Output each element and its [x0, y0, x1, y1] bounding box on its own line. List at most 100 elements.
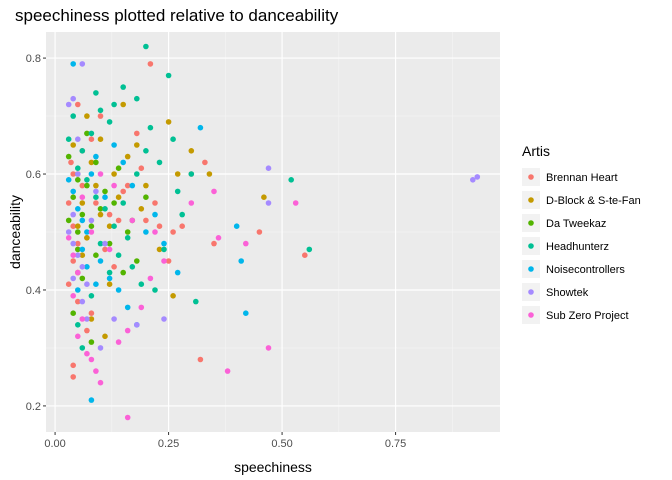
x-tick-label: 0.00: [44, 438, 65, 450]
data-point: [115, 287, 122, 293]
legend-label: Da Tweekaz: [546, 218, 606, 230]
data-point: [188, 171, 195, 177]
data-point: [97, 136, 104, 142]
data-point: [170, 136, 176, 142]
data-point: [79, 194, 86, 200]
data-point: [265, 200, 272, 206]
data-point: [79, 182, 86, 189]
data-point: [75, 298, 81, 305]
data-point: [129, 182, 136, 189]
data-point: [111, 200, 117, 206]
data-point: [120, 188, 126, 195]
data-point: [93, 182, 99, 189]
data-point: [70, 61, 76, 67]
data-point: [97, 113, 104, 119]
data-point: [88, 293, 95, 299]
data-point: [156, 223, 163, 229]
data-point: [134, 130, 140, 137]
data-point: [93, 200, 99, 206]
data-point: [165, 72, 172, 79]
data-point: [79, 211, 86, 218]
data-point: [93, 368, 99, 374]
data-point: [102, 333, 108, 340]
data-point: [106, 275, 113, 282]
data-point: [93, 159, 99, 166]
legend-marker: [528, 197, 534, 203]
data-point: [156, 159, 163, 166]
data-point: [70, 211, 76, 218]
data-point: [79, 316, 86, 322]
data-point: [106, 223, 113, 229]
legend-label: Sub Zero Project: [546, 310, 629, 322]
data-point: [161, 258, 167, 264]
x-axis-title: speechiness: [234, 459, 312, 475]
y-tick-label: 0.6: [26, 169, 41, 181]
data-point: [134, 142, 140, 148]
data-point: [70, 113, 76, 119]
data-point: [93, 194, 99, 200]
data-point: [88, 356, 95, 363]
data-point: [111, 264, 117, 270]
legend-label: D-Block & S-te-Fan: [546, 195, 641, 207]
data-point: [138, 281, 145, 288]
data-point: [88, 339, 95, 345]
legend-title: Artis: [522, 143, 550, 159]
data-point: [102, 188, 108, 195]
data-point: [88, 130, 95, 137]
data-point: [88, 310, 95, 317]
data-point: [147, 275, 154, 282]
data-point: [120, 269, 126, 276]
data-point: [84, 229, 90, 235]
data-point: [97, 379, 104, 386]
data-point: [115, 217, 122, 224]
data-point: [88, 217, 95, 224]
data-point: [93, 188, 99, 195]
data-point: [97, 345, 104, 351]
y-tick-label: 0.2: [26, 401, 41, 413]
legend-marker: [528, 266, 534, 272]
data-point: [65, 101, 72, 108]
data-point: [79, 148, 86, 154]
data-point: [75, 269, 81, 276]
legend-marker: [528, 289, 534, 295]
data-point: [88, 136, 95, 142]
data-point: [134, 95, 140, 102]
data-point: [93, 90, 99, 96]
data-point: [65, 177, 72, 183]
data-point: [174, 171, 181, 177]
data-point: [152, 229, 158, 235]
data-point: [156, 246, 163, 253]
data-point: [165, 258, 172, 264]
data-point: [79, 264, 86, 270]
data-point: [84, 350, 90, 357]
data-point: [84, 235, 90, 241]
data-point: [106, 269, 113, 276]
data-point: [134, 258, 140, 264]
data-point: [79, 61, 86, 67]
data-point: [65, 229, 72, 235]
data-point: [88, 223, 95, 229]
data-point: [70, 188, 76, 195]
data-point: [233, 223, 240, 229]
y-axis-title: danceability: [7, 195, 23, 269]
data-point: [79, 298, 86, 305]
data-point: [106, 246, 113, 253]
data-point: [97, 107, 104, 114]
data-point: [261, 194, 267, 200]
data-point: [120, 101, 126, 108]
data-point: [75, 229, 81, 235]
data-point: [124, 182, 131, 189]
data-point: [170, 293, 176, 299]
data-point: [70, 171, 76, 177]
data-point: [70, 252, 76, 258]
data-point: [292, 200, 299, 206]
data-point: [84, 177, 90, 183]
data-point: [124, 304, 131, 311]
data-point: [106, 281, 113, 288]
data-point: [106, 240, 113, 247]
data-point: [165, 119, 172, 125]
data-point: [124, 235, 131, 241]
legend-label: Noisecontrollers: [546, 264, 625, 276]
data-point: [70, 95, 76, 102]
data-point: [84, 130, 90, 137]
